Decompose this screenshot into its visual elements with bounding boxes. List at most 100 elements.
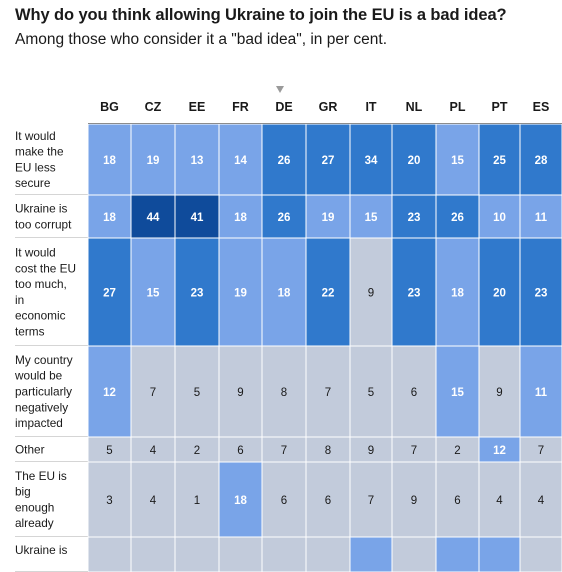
heatmap-cell	[261, 345, 307, 438]
heatmap-cell	[435, 536, 480, 572]
cell-value-label: 9	[496, 387, 502, 399]
heatmap-cell	[87, 194, 132, 239]
cell-value-label: 44	[147, 212, 160, 224]
column-header-nl: NL	[406, 100, 423, 114]
cell-value-label: 11	[535, 212, 548, 224]
cell-value-label: 9	[237, 387, 243, 399]
heatmap-cell	[519, 536, 562, 572]
chart-subtitle: Among those who consider it a "bad idea"…	[15, 31, 388, 48]
column-header-fr: FR	[232, 100, 249, 114]
heatmap-cell	[305, 194, 351, 239]
cell-value-label: 5	[194, 387, 200, 399]
row-label-line: terms	[15, 325, 45, 339]
heatmap-cell	[218, 536, 263, 572]
cell-value-label: 9	[368, 445, 374, 457]
row-label-line: It would	[15, 129, 56, 143]
cell-value-label: 6	[281, 495, 287, 507]
cell-value-label: 22	[322, 288, 335, 300]
heatmap-cell	[174, 345, 220, 438]
cell-value-label: 20	[493, 288, 506, 300]
cell-value-label: 4	[150, 495, 157, 507]
cell-value-label: 23	[535, 288, 548, 300]
row-label-line: EU less	[15, 160, 56, 174]
heatmap-cell	[174, 536, 220, 572]
heatmap-cell	[349, 345, 393, 438]
heatmap-cell	[435, 123, 480, 196]
heatmap-cell	[349, 461, 393, 538]
cell-value-label: 6	[325, 495, 331, 507]
cell-value-label: 15	[365, 212, 378, 224]
heatmap-cell	[130, 194, 176, 239]
cell-value-label: 23	[408, 212, 421, 224]
heatmap-cell	[130, 237, 176, 347]
cell-value-label: 2	[454, 445, 460, 457]
row-label: Ukraine is too corrupt	[15, 202, 72, 232]
cell-value-label: 20	[408, 155, 421, 167]
row-label-line: Ukraine is	[15, 202, 68, 216]
cell-value-label: 11	[535, 387, 548, 399]
cell-value-label: 19	[147, 155, 160, 167]
row-label-line: secure	[15, 176, 51, 190]
column-header-es: ES	[533, 100, 550, 114]
row-label-line: Other	[15, 443, 45, 457]
cell-value-label: 7	[411, 445, 417, 457]
heatmap-cell	[87, 536, 132, 572]
row-label-line: It would	[15, 246, 56, 260]
cell-value-label: 1	[194, 495, 200, 507]
cell-value-label: 23	[191, 288, 204, 300]
cell-value-label: 15	[451, 155, 464, 167]
cell-value-label: 4	[150, 445, 157, 457]
cell-value-label: 23	[408, 288, 421, 300]
column-header-it: IT	[365, 100, 376, 114]
row-label: It would make the EU less secure	[15, 129, 64, 190]
cell-value-label: 4	[538, 495, 545, 507]
heatmap-cell	[305, 436, 351, 463]
cell-value-label: 27	[103, 288, 116, 300]
heatmap-cell	[349, 536, 393, 572]
heatmap-cell	[435, 436, 480, 463]
heatmap-cell	[130, 461, 176, 538]
row-label-line: big	[15, 485, 31, 499]
heatmap-cell	[519, 436, 562, 463]
heatmap-cell	[435, 237, 480, 347]
cell-value-label: 18	[278, 288, 291, 300]
row-label: Ukraine is	[15, 543, 68, 557]
row-label-line: too corrupt	[15, 217, 72, 231]
column-header-ee: EE	[189, 100, 206, 114]
cell-value-label: 12	[493, 445, 506, 457]
heatmap-cell	[391, 237, 437, 347]
cell-value-label: 28	[535, 155, 548, 167]
cell-value-label: 5	[106, 445, 112, 457]
cell-value-label: 8	[281, 387, 287, 399]
row-label-line: The EU is	[15, 469, 67, 483]
cell-value-label: 9	[368, 288, 374, 300]
row-label-line: in	[15, 293, 24, 307]
row-label: The EU is big enough already	[15, 469, 67, 530]
cell-value-label: 18	[234, 495, 247, 507]
heatmap-cell	[218, 436, 263, 463]
row-label-line: negatively	[15, 400, 68, 414]
chart-title: Why do you think allowing Ukraine to joi…	[15, 6, 507, 24]
row-label-line: impacted	[15, 416, 63, 430]
row-label-line: would be	[14, 369, 63, 383]
heatmap-cell	[391, 536, 437, 572]
cell-value-label: 19	[234, 288, 247, 300]
row-label: Other	[15, 443, 45, 457]
heatmap-cell	[130, 536, 176, 572]
heatmap-cell	[218, 345, 263, 438]
row-label: My country would be particularly negatively…	[14, 353, 73, 430]
cell-value-label: 5	[368, 387, 374, 399]
row-label-line: cost the EU	[15, 261, 76, 275]
cell-value-label: 12	[103, 387, 116, 399]
cell-value-label: 7	[325, 387, 331, 399]
heatmap-cell	[87, 237, 132, 347]
heatmap-cell	[218, 461, 263, 538]
heatmap-cell	[519, 461, 562, 538]
cell-value-label: 18	[451, 288, 464, 300]
cell-value-label: 26	[451, 212, 464, 224]
row-label-line: economic	[15, 309, 66, 323]
cell-value-label: 34	[365, 155, 378, 167]
heatmap-cell	[478, 237, 521, 347]
heatmap-cell	[478, 345, 521, 438]
